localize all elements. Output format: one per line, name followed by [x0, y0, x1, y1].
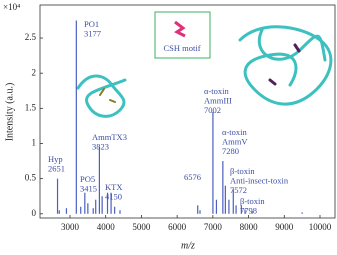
- x-tick-label: 9000: [275, 222, 294, 232]
- y-tick-label: 2: [32, 67, 37, 77]
- inset-ribbon-1: [76, 74, 127, 118]
- peak-annotation: 2651: [48, 163, 65, 173]
- x-tick-label: 10000: [309, 222, 332, 232]
- inset-box: [154, 11, 211, 59]
- inset-motif: [174, 20, 186, 38]
- peak-annotation: AmmIII: [204, 95, 232, 105]
- peak-annotation: AmmTX3: [92, 132, 127, 142]
- peak-annotation: Hyp: [48, 154, 63, 164]
- y-multiplier: ×10⁴: [3, 2, 20, 12]
- x-tick-label: 8000: [240, 222, 259, 232]
- y-tick-label: 0.5: [25, 173, 37, 183]
- peak-annotation: 6576: [184, 172, 201, 182]
- peak-annotation: 7798: [240, 205, 257, 215]
- peak-annotation: 7280: [222, 146, 239, 156]
- y-tick-label: 2.5: [25, 32, 37, 42]
- peak-annotation: 3177: [84, 28, 101, 38]
- peak-annotation: Anti-insect-toxin: [230, 175, 289, 185]
- y-axis-label: Intensity (a.u.): [4, 83, 15, 142]
- inset-ribbon-2: [238, 25, 333, 106]
- x-axis-label: m/z: [181, 240, 195, 251]
- peak-annotation: β-toxin: [230, 166, 255, 176]
- peak-annotation: α-toxin: [204, 86, 230, 96]
- peak-annotation: 3823: [92, 141, 109, 151]
- peak-annotation: AmmV: [222, 136, 248, 146]
- x-tick-label: 4000: [97, 222, 116, 232]
- y-tick-label: 1: [32, 138, 37, 148]
- y-tick-label: 0: [32, 208, 37, 218]
- x-tick-label: 3000: [61, 222, 80, 232]
- peak-annotation: 3415: [80, 183, 97, 193]
- peak-annotation: α-toxin: [222, 127, 248, 137]
- x-tick-label: 7000: [204, 222, 223, 232]
- peak-annotation: PO1: [84, 19, 99, 29]
- peak-annotation: KTX: [105, 182, 122, 192]
- peak-annotation: 7002: [204, 105, 221, 115]
- inset-label: CSH motif: [163, 43, 200, 53]
- peak-annotation: 4150: [105, 191, 122, 201]
- x-tick-label: 5000: [132, 222, 151, 232]
- peak-annotation: PO5: [80, 174, 95, 184]
- plot-frame: [39, 4, 336, 219]
- x-tick-label: 6000: [168, 222, 187, 232]
- peak-annotation: β-toxin: [240, 196, 265, 206]
- peak-annotation: 7572: [230, 185, 247, 195]
- y-tick-label: 1.5: [25, 102, 37, 112]
